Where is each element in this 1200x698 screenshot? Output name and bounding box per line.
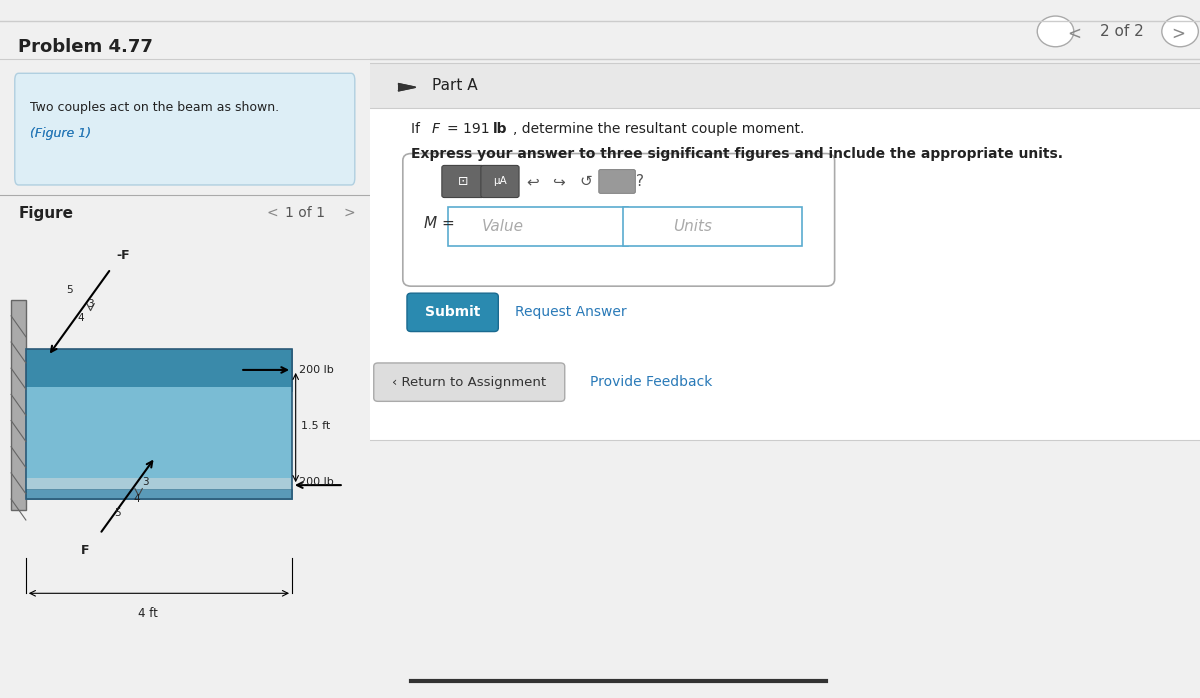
Text: >: > — [343, 206, 355, 220]
Bar — [370, 63, 1200, 108]
Text: Problem 4.77: Problem 4.77 — [18, 38, 154, 57]
Text: 3: 3 — [86, 299, 94, 309]
Bar — [26, 387, 292, 482]
Text: Part A: Part A — [432, 78, 478, 94]
Text: (Figure 1): (Figure 1) — [30, 127, 91, 140]
Text: 4: 4 — [78, 313, 84, 322]
Text: 2 of 2: 2 of 2 — [1100, 24, 1144, 39]
Text: Request Answer: Request Answer — [515, 305, 626, 320]
Text: Units: Units — [673, 219, 712, 235]
FancyBboxPatch shape — [481, 165, 520, 198]
Text: μA: μA — [493, 177, 506, 186]
Text: >: > — [1171, 24, 1184, 43]
Bar — [370, 63, 1200, 440]
Bar — [26, 478, 292, 489]
Text: (Figure 1): (Figure 1) — [30, 127, 91, 140]
Text: If: If — [412, 122, 425, 136]
Text: Figure: Figure — [18, 206, 73, 221]
FancyBboxPatch shape — [403, 154, 835, 286]
Text: Submit: Submit — [425, 305, 480, 320]
Text: 3: 3 — [143, 477, 149, 487]
Bar — [26, 349, 292, 499]
Text: Two couples act on the beam as shown.: Two couples act on the beam as shown. — [30, 101, 278, 114]
Text: ↩: ↩ — [526, 174, 539, 189]
Text: ↺: ↺ — [580, 174, 592, 189]
Text: ↪: ↪ — [552, 174, 565, 189]
Polygon shape — [398, 84, 415, 91]
Circle shape — [1037, 16, 1074, 47]
Text: = 191: = 191 — [446, 122, 494, 136]
Text: lb: lb — [492, 122, 506, 136]
FancyBboxPatch shape — [14, 73, 355, 185]
Text: ⊡: ⊡ — [457, 175, 468, 188]
Text: Value: Value — [481, 219, 523, 235]
Text: Provide Feedback: Provide Feedback — [589, 375, 712, 389]
FancyBboxPatch shape — [442, 165, 484, 198]
Text: 1.5 ft: 1.5 ft — [301, 421, 330, 431]
Circle shape — [1162, 16, 1199, 47]
Text: ‹ Return to Assignment: ‹ Return to Assignment — [392, 376, 546, 389]
Text: <: < — [1067, 24, 1081, 43]
Text: Express your answer to three significant figures and include the appropriate uni: Express your answer to three significant… — [412, 147, 1063, 161]
FancyBboxPatch shape — [623, 207, 803, 246]
Text: M =: M = — [424, 216, 455, 231]
Text: 200 lb: 200 lb — [299, 365, 334, 375]
Text: 4 ft: 4 ft — [138, 607, 157, 621]
FancyBboxPatch shape — [373, 363, 565, 401]
Text: F: F — [432, 122, 440, 136]
FancyBboxPatch shape — [449, 207, 628, 246]
Text: 5: 5 — [114, 508, 121, 518]
Text: 4: 4 — [133, 494, 139, 504]
Bar — [11, 300, 26, 510]
FancyBboxPatch shape — [407, 293, 498, 332]
Text: , determine the resultant couple moment.: , determine the resultant couple moment. — [514, 122, 805, 136]
Bar — [26, 349, 292, 391]
FancyBboxPatch shape — [599, 170, 635, 193]
Bar — [26, 489, 292, 499]
Text: 200 lb: 200 lb — [299, 477, 334, 487]
Text: F: F — [82, 544, 90, 558]
Text: ?: ? — [636, 174, 643, 189]
Text: -F: -F — [116, 248, 130, 262]
Text: 1 of 1: 1 of 1 — [284, 206, 324, 220]
Text: <: < — [266, 206, 277, 220]
Text: 5: 5 — [66, 285, 73, 295]
